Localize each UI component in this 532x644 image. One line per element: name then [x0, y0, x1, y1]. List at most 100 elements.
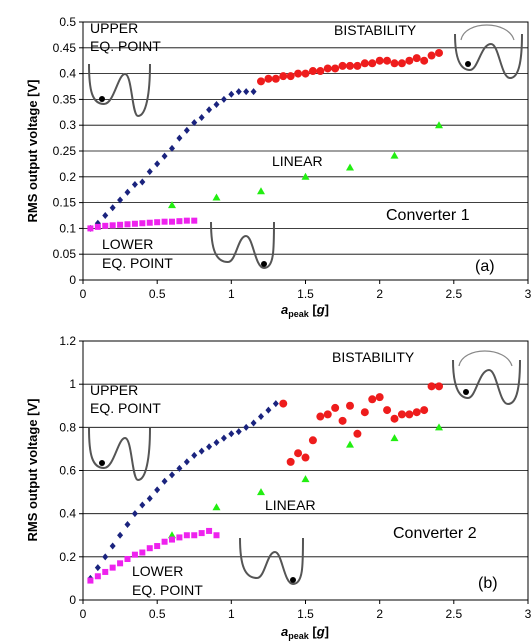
panel-a-chart: 0 0.05 0.1 0.15 0.2 0.25 0.3 0.35 0.4 0.… — [25, 15, 532, 319]
circle-data-point — [316, 67, 325, 76]
triangle-data-point — [346, 440, 354, 448]
triangle-data-point — [301, 172, 310, 180]
diamond-data-point — [228, 90, 235, 98]
diamond-data-point — [272, 400, 279, 408]
y-tick-label: 0.05 — [53, 247, 77, 261]
y-tick-label: 0.2 — [59, 550, 76, 564]
lower-well-sketch — [210, 221, 275, 270]
diamond-data-point — [154, 486, 161, 494]
circle-data-point — [412, 54, 421, 63]
circle-data-point — [264, 74, 273, 83]
panel-label: (a) — [475, 258, 495, 275]
bistable-well-sketch — [454, 24, 523, 80]
x-tick-label: 3 — [525, 607, 532, 621]
lower-eq-point-label: EQ. POINT — [132, 582, 203, 598]
triangle-data-point — [301, 475, 310, 483]
square-data-point — [154, 219, 161, 226]
circle-data-point — [360, 408, 369, 417]
diamond-data-point — [124, 188, 131, 196]
y-tick-label: 0.25 — [53, 144, 77, 158]
diamond-data-point — [154, 160, 161, 168]
circle-data-point — [308, 436, 317, 445]
square-data-point — [169, 218, 175, 225]
triangle-data-point — [435, 121, 443, 129]
square-data-point — [161, 538, 168, 545]
circle-data-point — [397, 59, 406, 68]
converter-label: Converter 2 — [393, 525, 477, 542]
square-data-point — [94, 573, 101, 580]
y-tick-label: 0.3 — [59, 118, 76, 132]
square-data-point — [139, 549, 146, 556]
square-data-point — [176, 534, 183, 541]
x-tick-marks — [82, 600, 529, 604]
circle-data-point — [286, 72, 295, 81]
diamond-data-point — [94, 564, 101, 572]
diamond-data-point — [243, 88, 250, 96]
lower-eq-point-label: EQ. POINT — [102, 255, 173, 271]
square-data-point — [124, 221, 131, 228]
data-marks — [87, 382, 443, 584]
diamond-data-point — [265, 406, 272, 414]
square-data-point — [109, 564, 116, 571]
y-tick-label: 0 — [69, 593, 76, 607]
circle-data-point — [301, 69, 310, 78]
diamond-data-point — [169, 471, 175, 479]
linear-label: LINEAR — [265, 497, 316, 513]
circle-data-point — [353, 61, 362, 70]
diamond-data-point — [117, 196, 124, 204]
y-tick-label: 0.1 — [59, 221, 76, 235]
diamond-data-point — [176, 464, 183, 472]
square-data-point — [87, 577, 94, 584]
diamond-data-point — [206, 106, 213, 114]
circle-data-point — [405, 56, 414, 65]
square-data-point — [117, 560, 124, 567]
diamond-data-point — [191, 451, 198, 459]
x-tick-label: 1.5 — [297, 607, 314, 621]
diamond-data-point — [258, 413, 264, 421]
square-data-point — [169, 536, 175, 543]
circle-data-point — [338, 416, 347, 425]
triangle-data-point — [257, 488, 265, 496]
square-data-point — [191, 532, 198, 539]
triangle-data-point — [435, 423, 443, 431]
upper-well-sketch — [88, 427, 151, 482]
y-tick-label: 0.15 — [53, 196, 77, 210]
x-tick-label: 2.5 — [445, 287, 462, 301]
triangle-data-point — [390, 434, 399, 442]
upper-eq-point-label: EQ. POINT — [90, 38, 161, 54]
plot-area-frame — [82, 340, 529, 601]
circle-data-point — [331, 64, 340, 73]
y-tick-marks — [79, 340, 83, 601]
lower-eq-point-label: LOWER — [132, 563, 183, 579]
diamond-data-point — [139, 178, 146, 186]
diamond-data-point — [213, 101, 220, 109]
circle-data-point — [390, 414, 399, 423]
lower-well-sketch — [239, 537, 304, 586]
diamond-data-point — [169, 144, 175, 152]
panel-label: (b) — [478, 575, 498, 592]
x-tick-label: 3 — [525, 287, 532, 301]
diamond-data-point — [161, 152, 168, 160]
square-data-point — [183, 532, 190, 539]
square-data-point — [124, 555, 131, 562]
diamond-data-point — [102, 212, 109, 219]
diamond-data-point — [220, 95, 227, 103]
upper-eq-point-label: UPPER — [90, 382, 138, 398]
x-tick-marks — [82, 280, 529, 284]
diamond-data-point — [250, 419, 257, 427]
circle-data-point — [397, 410, 406, 419]
circle-data-point — [375, 56, 384, 65]
square-data-point — [198, 530, 205, 537]
square-data-point — [117, 221, 124, 228]
triangle-data-point — [168, 531, 176, 539]
square-data-point — [109, 222, 116, 229]
upper-eq-point-label: EQ. POINT — [90, 400, 161, 416]
square-data-point — [102, 222, 109, 229]
circle-data-point — [412, 408, 421, 417]
circle-data-point — [368, 395, 377, 404]
y-tick-label: 1.2 — [59, 334, 76, 348]
square-data-point — [213, 532, 220, 539]
square-data-point — [131, 551, 138, 558]
circle-data-point — [308, 67, 317, 76]
x-tick-label: 0 — [80, 287, 87, 301]
